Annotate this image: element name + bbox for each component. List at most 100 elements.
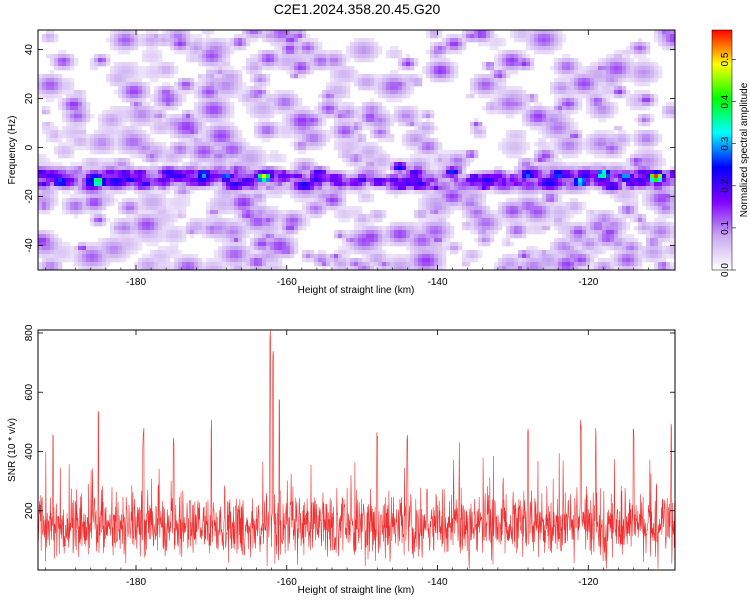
heatmap-cell [286,126,291,131]
heatmap-cell [318,46,323,51]
heatmap-cell [418,78,423,83]
heatmap-cell [402,142,407,147]
heatmap-cell [346,134,351,139]
heatmap-cell [598,182,603,187]
heatmap-cell [130,186,135,191]
heatmap-cell [354,42,359,47]
heatmap-cell [250,90,255,95]
heatmap-cell [494,54,499,59]
heatmap-cell [294,158,299,163]
heatmap-cell [514,130,519,135]
heatmap-cell [138,110,143,115]
heatmap-cell [482,78,487,83]
heatmap-cell [222,106,227,111]
heatmap-cell [58,150,63,155]
heatmap-cell [298,38,303,43]
heatmap-cell [74,94,79,99]
heatmap-cell [514,90,519,95]
heatmap-cell [142,170,147,175]
heatmap-cell [306,66,311,71]
heatmap-cell [102,166,107,171]
heatmap-cell [594,142,599,147]
heatmap-cell [334,138,339,143]
heatmap-cell [306,114,311,119]
heatmap-cell [574,130,579,135]
heatmap-cell [474,190,479,195]
heatmap-cell [526,62,531,67]
heatmap-cell [534,154,539,159]
heatmap-cell [618,50,623,55]
heatmap-cell [202,138,207,143]
heatmap-cell [118,202,123,207]
heatmap-cell [198,50,203,55]
heatmap-cell [254,34,259,39]
heatmap-cell [178,42,183,47]
heatmap-cell [38,162,43,167]
heatmap-cell [582,142,587,147]
heatmap-cell [386,154,391,159]
heatmap-cell [350,154,355,159]
heatmap-cell [602,182,607,187]
heatmap-cell [250,154,255,159]
heatmap-cell [334,206,339,211]
heatmap-cell [238,98,243,103]
heatmap-cell [530,62,535,67]
heatmap-cell [610,102,615,107]
heatmap-cell [146,122,151,127]
heatmap-cell [410,74,415,79]
heatmap-cell [214,178,219,183]
heatmap-cell [218,162,223,167]
heatmap-cell [586,134,591,139]
heatmap-cell [646,62,651,67]
heatmap-cell [182,30,187,35]
heatmap-cell [486,90,491,95]
heatmap-cell [390,90,395,95]
heatmap-cell [218,58,223,63]
heatmap-cell [366,78,371,83]
heatmap-cell [206,106,211,111]
heatmap-cell [598,146,603,151]
heatmap-cell [510,102,515,107]
heatmap-cell [342,94,347,99]
heatmap-cell [670,174,675,179]
heatmap-cell [174,66,179,71]
heatmap-cell [274,170,279,175]
heatmap-cell [342,86,347,91]
heatmap-cell [110,114,115,119]
heatmap-cell [350,150,355,155]
heatmap-cell [134,118,139,123]
heatmap-cell [222,190,227,195]
heatmap-cell [134,46,139,51]
heatmap-cell [346,150,351,155]
heatmap-cell [634,174,639,179]
heatmap-cell [410,174,415,179]
heatmap-cell [414,114,419,119]
heatmap-cell [166,162,171,167]
heatmap-cell [114,170,119,175]
heatmap-cell [430,174,435,179]
heatmap-cell [226,58,231,63]
heatmap-cell [198,86,203,91]
heatmap-cell [314,186,319,191]
heatmap-cell [618,126,623,131]
heatmap-cell [218,114,223,119]
heatmap-cell [346,46,351,51]
heatmap-cell [106,114,111,119]
heatmap-cell [86,138,91,143]
heatmap-cell [298,130,303,135]
heatmap-cell [362,166,367,171]
heatmap-cell [414,150,419,155]
heatmap-cell [638,146,643,151]
heatmap-cell [458,50,463,55]
heatmap-cell [658,162,663,167]
heatmap-cell [190,86,195,91]
heatmap-cell [62,54,67,59]
heatmap-cell [374,166,379,171]
heatmap-cell [326,114,331,119]
heatmap-cell [354,178,359,183]
heatmap-cell [90,138,95,143]
heatmap-cell [182,170,187,175]
heatmap-cell [194,58,199,63]
heatmap-cell [82,146,87,151]
heatmap-cell [542,142,547,147]
